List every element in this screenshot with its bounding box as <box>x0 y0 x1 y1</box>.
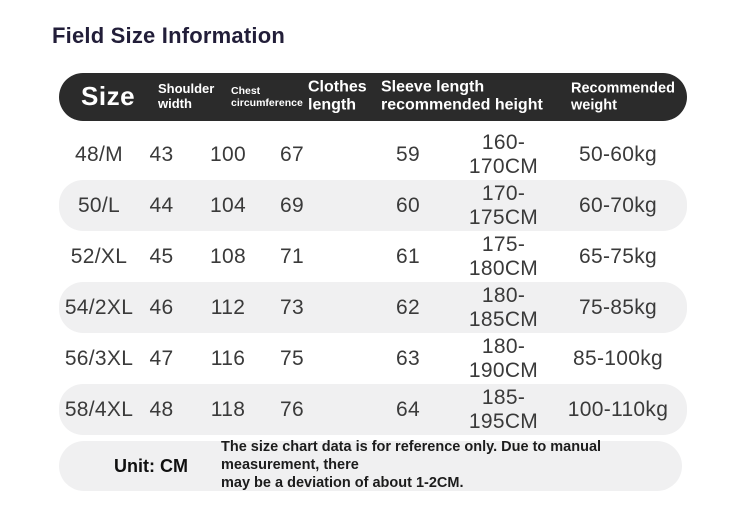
cell-size: 56/3XL <box>64 346 134 370</box>
cell-sleeve-length: 59 <box>396 142 420 166</box>
cell-shoulder-width: 48 <box>149 397 174 421</box>
cell-size: 58/4XL <box>64 397 134 421</box>
cell-clothes-length: 67 <box>280 142 304 166</box>
table-row: 56/3XL 47 116 75 63 180-190CM 85-100kg <box>59 333 687 384</box>
cell-clothes-length: 73 <box>280 295 304 319</box>
footer-note-line1: The size chart data is for reference onl… <box>221 439 602 474</box>
cell-size: 52/XL <box>70 244 128 268</box>
cell-shoulder-width: 44 <box>149 193 174 217</box>
cell-clothes-length: 76 <box>280 397 304 421</box>
cell-recommended-weight: 75-85kg <box>579 295 657 319</box>
table-row: 52/XL 45 108 71 61 175-180CM 65-75kg <box>59 231 687 282</box>
header-shoulder-width: Shoulder width <box>158 81 215 111</box>
cell-shoulder-width: 43 <box>149 142 174 166</box>
cell-clothes-length: 69 <box>280 193 304 217</box>
cell-sleeve-length: 62 <box>396 295 420 319</box>
cell-recommended-weight: 100-110kg <box>567 397 669 421</box>
cell-shoulder-width: 45 <box>149 244 174 268</box>
header-sleeve-length-recommended-height: Sleeve length recommended height <box>381 78 543 114</box>
table-row: 54/2XL 46 112 73 62 180-185CM 75-85kg <box>59 282 687 333</box>
cell-chest-circumference: 104 <box>210 193 246 217</box>
cell-recommended-height: 180-185CM <box>468 283 539 331</box>
cell-sleeve-length: 60 <box>396 193 420 217</box>
cell-recommended-height: 180-190CM <box>468 334 539 382</box>
cell-shoulder-width: 46 <box>149 295 174 319</box>
cell-clothes-length: 75 <box>280 346 304 370</box>
cell-recommended-weight: 85-100kg <box>573 346 663 370</box>
header-size: Size <box>81 81 136 112</box>
cell-recommended-height: 185-195CM <box>468 385 539 433</box>
cell-sleeve-length: 64 <box>396 397 420 421</box>
header-clothes-length: Clothes length <box>308 78 367 114</box>
table-rows: 48/M 43 100 67 59 160-170CM 50-60kg 50/L 44 104 69… <box>59 129 687 435</box>
cell-chest-circumference: 100 <box>210 142 246 166</box>
page-title: Field Size Information <box>52 23 285 48</box>
cell-recommended-height: 160-170CM <box>468 130 539 178</box>
cell-size: 48/M <box>75 142 123 166</box>
unit-label: Unit: CM <box>114 455 188 476</box>
table-footer: Unit: CM The size chart data is for refe… <box>59 439 682 492</box>
cell-recommended-height: 175-180CM <box>468 232 539 280</box>
header-chest-circumference: Chest circumference <box>231 84 303 109</box>
cell-recommended-weight: 60-70kg <box>579 193 657 217</box>
cell-sleeve-length: 61 <box>396 244 420 268</box>
footer-note-line2: may be a deviation of about 1-2CM. <box>221 474 464 491</box>
header-recommended-weight: Recommended weight <box>571 80 675 113</box>
table-row: 48/M 43 100 67 59 160-170CM 50-60kg <box>59 129 687 180</box>
cell-recommended-weight: 65-75kg <box>579 244 657 268</box>
cell-size: 50/L <box>77 193 121 217</box>
table-row: 58/4XL 48 118 76 64 185-195CM 100-110kg <box>59 384 687 435</box>
table-row: 50/L 44 104 69 60 170-175CM 60-70kg <box>59 180 687 231</box>
cell-recommended-height: 170-175CM <box>468 181 539 229</box>
cell-recommended-weight: 50-60kg <box>579 142 657 166</box>
cell-chest-circumference: 112 <box>210 295 246 319</box>
size-table: Size Shoulder width Chest circumference … <box>59 73 687 491</box>
footer-note: The size chart data is for reference onl… <box>221 439 682 492</box>
table-header-bar: Size Shoulder width Chest circumference … <box>59 73 687 121</box>
cell-clothes-length: 71 <box>280 244 304 268</box>
cell-chest-circumference: 108 <box>210 244 246 268</box>
cell-size: 54/2XL <box>64 295 134 319</box>
cell-sleeve-length: 63 <box>396 346 420 370</box>
cell-chest-circumference: 118 <box>210 397 246 421</box>
cell-chest-circumference: 116 <box>210 346 246 370</box>
cell-shoulder-width: 47 <box>149 346 174 370</box>
